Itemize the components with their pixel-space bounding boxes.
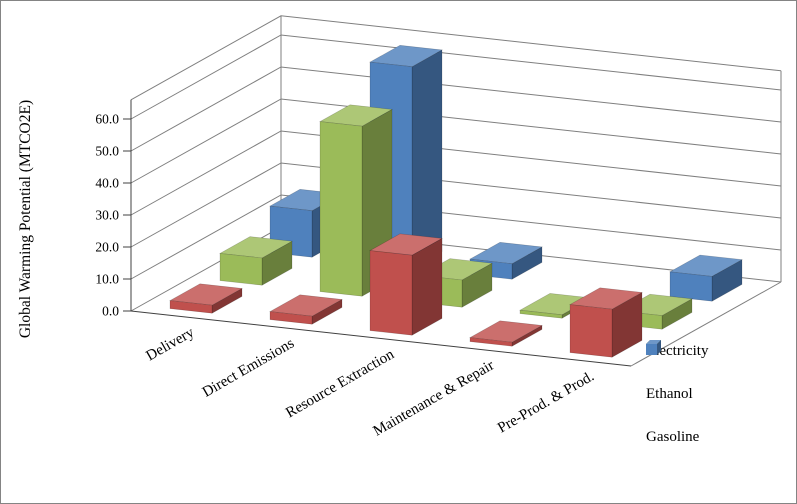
bar-electricity-direct-emissions — [269, 294, 343, 325]
legend-item-ethanol: Ethanol — [646, 340, 708, 406]
y-tick-label: 50.0 — [95, 144, 119, 159]
bar-ethanol-delivery — [219, 236, 293, 286]
bar-electricity-pre-prod-prod — [569, 287, 643, 358]
x-category-label-direct-emissions: Direct Emissions — [200, 335, 297, 400]
y-tick-label: 60.0 — [95, 112, 119, 127]
x-category-label-pre-prod-prod: Pre-Prod. & Prod. — [495, 368, 597, 436]
y-tick-label: 0.0 — [102, 304, 119, 319]
x-category-label-resource-extraction: Resource Extraction — [283, 346, 397, 421]
wall-top-edge — [130, 15, 782, 101]
x-category-label-delivery: Delivery — [144, 324, 198, 364]
bar-gasoline-pre-prod-prod — [669, 254, 743, 302]
legend-label-electricity: Electricity — [646, 342, 709, 359]
y-tick-label: 10.0 — [95, 272, 119, 287]
gridline — [130, 34, 782, 120]
y-tick-label: 20.0 — [95, 240, 119, 255]
x-axis-line — [130, 310, 632, 367]
bar-electricity-maintenance-repair — [469, 320, 543, 347]
bar-electricity-delivery — [169, 283, 243, 314]
y-tick-label: 40.0 — [95, 176, 119, 191]
legend-item-gasoline: Gasoline — [646, 340, 708, 449]
x-category-label-maintenance-repair: Maintenance & Repair — [371, 357, 497, 439]
legend-label-ethanol: Ethanol — [646, 385, 693, 402]
swatch-gasoline-icon — [646, 340, 661, 355]
legend-label-gasoline: Gasoline — [646, 428, 700, 445]
y-tick-label: 30.0 — [95, 208, 119, 223]
bar-electricity-resource-extraction — [369, 233, 443, 336]
legend: Electricity Ethanol Gasoline — [646, 339, 708, 468]
y-axis-title: Global Warming Potential (MTCO2E) — [17, 99, 34, 339]
